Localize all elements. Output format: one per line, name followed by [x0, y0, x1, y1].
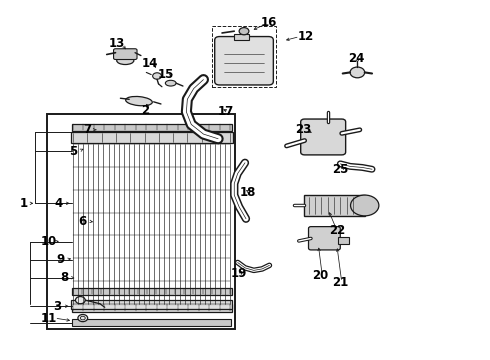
- Ellipse shape: [125, 96, 152, 106]
- Text: 9: 9: [56, 253, 64, 266]
- Text: 25: 25: [332, 163, 348, 176]
- Text: 24: 24: [348, 51, 365, 64]
- Text: 7: 7: [84, 123, 92, 136]
- FancyBboxPatch shape: [215, 37, 273, 85]
- Bar: [72, 319, 231, 326]
- Text: 12: 12: [298, 30, 314, 43]
- Text: 6: 6: [79, 215, 87, 228]
- Text: 8: 8: [60, 271, 68, 284]
- Text: 20: 20: [313, 269, 329, 282]
- Bar: [304, 195, 365, 216]
- Text: 15: 15: [158, 68, 174, 81]
- Circle shape: [153, 73, 161, 79]
- Circle shape: [239, 28, 249, 35]
- Bar: [72, 288, 232, 295]
- Text: 21: 21: [332, 276, 348, 289]
- Bar: [72, 304, 232, 312]
- Text: 19: 19: [231, 267, 247, 280]
- Text: 16: 16: [260, 16, 277, 29]
- Ellipse shape: [165, 80, 176, 86]
- Bar: [71, 300, 232, 309]
- Text: 23: 23: [295, 123, 312, 136]
- Text: 1: 1: [20, 197, 28, 210]
- Text: 10: 10: [41, 235, 57, 248]
- Bar: [47, 114, 235, 329]
- Text: 13: 13: [109, 37, 125, 50]
- Bar: [234, 34, 249, 40]
- Text: 22: 22: [329, 224, 345, 237]
- Text: 2: 2: [141, 104, 149, 117]
- Text: 11: 11: [41, 311, 57, 325]
- Text: 5: 5: [69, 145, 77, 158]
- Text: 17: 17: [218, 105, 234, 118]
- Ellipse shape: [117, 57, 134, 64]
- Circle shape: [78, 315, 88, 321]
- Text: 18: 18: [239, 186, 256, 199]
- FancyBboxPatch shape: [114, 49, 137, 59]
- Circle shape: [350, 67, 365, 78]
- FancyBboxPatch shape: [309, 226, 340, 250]
- Bar: [72, 124, 232, 131]
- Text: 14: 14: [142, 57, 158, 70]
- Bar: [212, 26, 276, 87]
- Circle shape: [350, 195, 379, 216]
- Text: 3: 3: [53, 300, 61, 313]
- Text: 4: 4: [54, 197, 63, 210]
- Circle shape: [75, 297, 85, 304]
- Bar: [71, 132, 233, 143]
- FancyBboxPatch shape: [301, 119, 345, 155]
- Bar: [338, 237, 348, 244]
